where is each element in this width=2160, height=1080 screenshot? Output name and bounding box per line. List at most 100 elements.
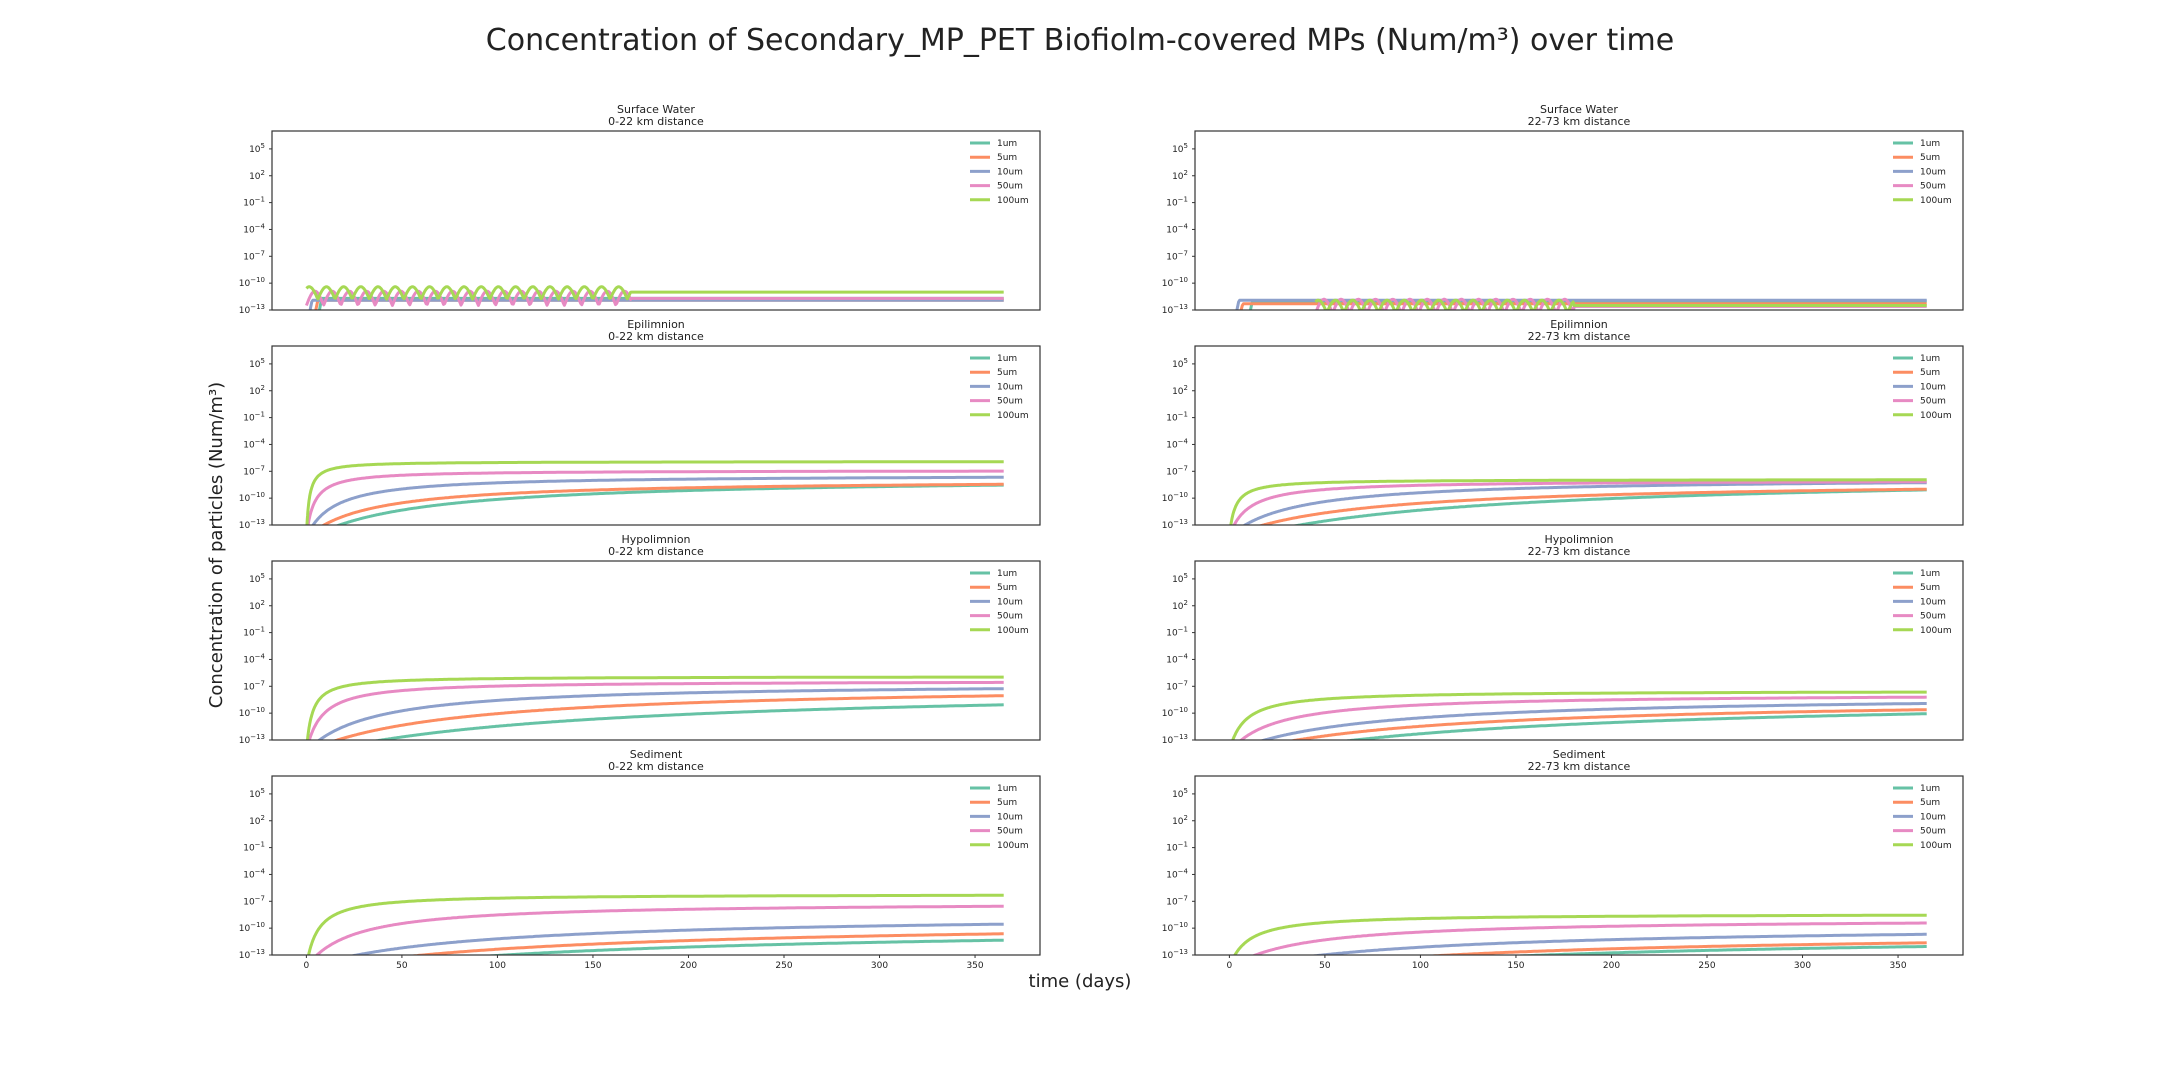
y-tick-label: 10−4	[243, 867, 265, 880]
y-tick-label: 105	[1172, 572, 1188, 585]
x-tick-label: 300	[871, 961, 888, 971]
y-tick-label: 10−4	[1166, 222, 1188, 235]
series-line-5um	[332, 694, 1004, 740]
y-tick-label: 105	[1172, 142, 1188, 155]
series-line-1um	[1506, 945, 1927, 955]
series-line-5um	[1288, 708, 1927, 740]
series-line-50um	[1251, 921, 1927, 955]
y-tick-label: 10−4	[243, 652, 265, 665]
legend-entry: 10um	[997, 167, 1023, 177]
series-group	[1235, 297, 1928, 310]
legend-entry: 100um	[1920, 626, 1952, 636]
series-group	[1231, 690, 1927, 740]
legend-entry: 50um	[1920, 827, 1946, 837]
y-tick-label: 105	[249, 357, 265, 370]
series-line-100um	[305, 460, 1004, 525]
figure-title: Concentration of Secondary_MP_PET Biofio…	[486, 23, 1674, 58]
y-tick-label: 105	[249, 142, 265, 155]
plot-frame	[1194, 560, 1964, 741]
series-line-1um	[481, 938, 1004, 955]
legend-entry: 1um	[997, 784, 1017, 794]
legend-entry: 100um	[1920, 196, 1952, 206]
subplot-subtitle: 0-22 km distance	[608, 545, 704, 558]
y-tick-label: 10−7	[1166, 249, 1188, 262]
y-tick-label: 10−13	[239, 733, 265, 746]
series-line-10um	[1309, 932, 1927, 955]
series-line-1um	[372, 703, 1004, 740]
subplot-subtitle: 0-22 km distance	[608, 330, 704, 343]
series-group	[305, 460, 1004, 525]
y-tick-label: 10−1	[1166, 196, 1188, 209]
series-line-5um	[1257, 487, 1927, 525]
series-line-100um	[1229, 478, 1927, 525]
y-tick-label: 10−10	[239, 921, 265, 934]
y-tick-label: 102	[249, 169, 265, 182]
subplot-title: Epilimnion	[1550, 318, 1608, 331]
series-line-50um	[306, 469, 1004, 525]
legend-entry: 1um	[997, 354, 1017, 364]
x-tick-label: 200	[1603, 961, 1620, 971]
legend-entry: 10um	[1920, 597, 1946, 607]
legend-entry: 50um	[997, 397, 1023, 407]
legend-entry: 10um	[1920, 812, 1946, 822]
series-line-100um	[1314, 298, 1928, 310]
legend-entry: 1um	[1920, 569, 1940, 579]
series-line-10um	[1242, 481, 1927, 525]
legend-entry: 50um	[1920, 612, 1946, 622]
legend-entry: 1um	[997, 139, 1017, 149]
y-tick-label: 102	[249, 384, 265, 397]
legend: 1um 5um 10um 50um 100um	[970, 784, 1029, 851]
y-tick-label: 10−4	[1166, 437, 1188, 450]
y-tick-label: 10−4	[243, 437, 265, 450]
legend-entry: 10um	[997, 382, 1023, 392]
y-tick-label: 10−13	[1162, 733, 1188, 746]
x-tick-label: 100	[489, 961, 506, 971]
subplot-title: Hypolimnion	[1544, 533, 1613, 546]
subplot-title: Surface Water	[617, 103, 695, 116]
legend: 1um 5um 10um 50um 100um	[970, 569, 1029, 636]
subplot-subtitle: 0-22 km distance	[608, 760, 704, 773]
y-tick-label: 10−4	[243, 222, 265, 235]
legend: 1um 5um 10um 50um 100um	[970, 139, 1029, 206]
x-tick-label: 350	[1889, 961, 1906, 971]
legend-entry: 5um	[1920, 798, 1940, 808]
y-tick-label: 10−1	[1166, 411, 1188, 424]
x-tick-label: 0	[304, 961, 310, 971]
series-group	[305, 675, 1004, 740]
legend-entry: 100um	[1920, 841, 1952, 851]
x-tick-label: 150	[584, 961, 601, 971]
legend-entry: 100um	[997, 626, 1029, 636]
y-tick-label: 10−1	[243, 411, 265, 424]
series-line-50um	[1238, 695, 1927, 740]
series-line-100um	[307, 893, 1004, 955]
y-tick-label: 10−13	[1162, 303, 1188, 316]
plot-frame	[1194, 130, 1964, 311]
x-tick-label: 350	[966, 961, 983, 971]
y-tick-label: 105	[1172, 787, 1188, 800]
subplot-subtitle: 22-73 km distance	[1528, 330, 1631, 343]
subplot-subtitle: 22-73 km distance	[1528, 760, 1631, 773]
y-tick-label: 10−7	[243, 679, 265, 692]
x-tick-label: 100	[1412, 961, 1429, 971]
x-tick-label: 250	[775, 961, 792, 971]
series-group	[305, 285, 1005, 310]
legend-entry: 10um	[1920, 382, 1946, 392]
legend-entry: 10um	[1920, 167, 1946, 177]
y-tick-label: 102	[249, 599, 265, 612]
series-line-10um	[349, 922, 1004, 955]
legend-entry: 100um	[997, 196, 1029, 206]
series-line-10um	[1259, 702, 1927, 740]
subplot-title: Hypolimnion	[621, 533, 690, 546]
subplot-subtitle: 0-22 km distance	[608, 115, 704, 128]
y-tick-label: 10−10	[239, 706, 265, 719]
legend: 1um 5um 10um 50um 100um	[1893, 354, 1952, 421]
y-tick-label: 10−7	[243, 464, 265, 477]
legend-entry: 100um	[1920, 411, 1952, 421]
y-tick-label: 102	[1172, 384, 1188, 397]
y-tick-label: 10−7	[1166, 894, 1188, 907]
x-tick-label: 50	[1319, 961, 1331, 971]
series-line-100um	[305, 675, 1004, 740]
